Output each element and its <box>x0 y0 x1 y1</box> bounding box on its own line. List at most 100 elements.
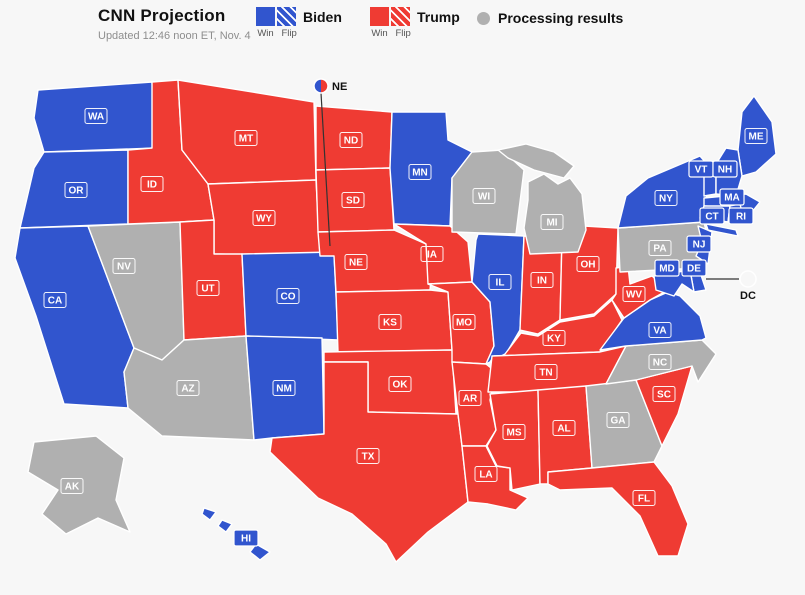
state-label-ND: ND <box>339 132 363 148</box>
svg-text:IL: IL <box>496 278 505 289</box>
state-label-MS: MS <box>502 424 526 440</box>
state-TX[interactable] <box>269 361 469 563</box>
state-NE[interactable] <box>317 229 433 293</box>
state-MT[interactable] <box>177 79 317 185</box>
svg-text:ND: ND <box>344 136 358 147</box>
state-label-KY: KY <box>542 330 566 346</box>
svg-text:RI: RI <box>736 212 746 223</box>
state-label-CA: CA <box>43 292 67 308</box>
svg-text:WA: WA <box>88 112 104 123</box>
state-label-IL: IL <box>488 274 512 290</box>
state-chip-NH[interactable]: NH <box>712 160 738 178</box>
svg-text:KY: KY <box>547 334 561 345</box>
svg-text:NE: NE <box>349 258 363 269</box>
state-label-NM: NM <box>272 380 296 396</box>
svg-text:MD: MD <box>659 264 675 275</box>
header: CNN Projection Updated 12:46 noon ET, No… <box>98 6 251 42</box>
svg-text:HI: HI <box>241 534 251 545</box>
svg-text:AR: AR <box>463 394 478 405</box>
svg-text:MN: MN <box>412 168 428 179</box>
state-label-AR: AR <box>458 390 482 406</box>
state-chip-MA[interactable]: MA <box>719 188 745 206</box>
state-label-OR: OR <box>64 182 88 198</box>
state-ME[interactable] <box>737 95 777 177</box>
state-label-WA: WA <box>84 108 108 124</box>
svg-text:TX: TX <box>362 452 375 463</box>
svg-text:CO: CO <box>281 292 296 303</box>
svg-text:CA: CA <box>48 296 62 307</box>
state-chip-NJ[interactable]: NJ <box>686 235 712 253</box>
state-label-ID: ID <box>140 176 164 192</box>
legend-processing-label: Processing results <box>498 10 624 26</box>
state-label-WV: WV <box>622 286 646 302</box>
state-label-PA: PA <box>648 240 672 256</box>
state-FL[interactable] <box>547 461 689 557</box>
state-label-FL: FL <box>632 490 656 506</box>
svg-text:SC: SC <box>657 390 671 401</box>
state-label-ME: ME <box>744 128 768 144</box>
svg-text:IA: IA <box>427 250 437 261</box>
state-MI[interactable] <box>497 143 587 255</box>
state-chip-VT[interactable]: VT <box>688 160 714 178</box>
state-chip-CT[interactable]: CT <box>699 207 725 225</box>
svg-text:VT: VT <box>695 165 708 176</box>
state-chip-HI[interactable]: HI <box>233 529 259 547</box>
svg-text:WV: WV <box>626 290 642 301</box>
svg-text:AL: AL <box>557 424 570 435</box>
svg-text:GA: GA <box>611 416 626 427</box>
svg-text:DC: DC <box>740 290 756 302</box>
state-label-VA: VA <box>648 322 672 338</box>
svg-text:MT: MT <box>239 134 253 145</box>
svg-text:SD: SD <box>346 196 360 207</box>
state-label-MT: MT <box>234 130 258 146</box>
legend-biden: Biden Win Flip <box>256 7 342 39</box>
state-label-AL: AL <box>552 420 576 436</box>
state-label-AZ: AZ <box>176 380 200 396</box>
svg-text:MA: MA <box>724 193 740 204</box>
svg-text:NC: NC <box>653 358 667 369</box>
svg-text:OR: OR <box>69 186 85 197</box>
state-label-WI: WI <box>472 188 496 204</box>
state-label-SC: SC <box>652 386 676 402</box>
svg-text:LA: LA <box>479 470 492 481</box>
state-chip-RI[interactable]: RI <box>728 207 754 225</box>
state-AK[interactable] <box>27 435 131 535</box>
state-chip-MD[interactable]: MD <box>654 259 680 277</box>
updated-timestamp: Updated 12:46 noon ET, Nov. 4 <box>98 30 251 42</box>
svg-text:KS: KS <box>383 318 397 329</box>
state-label-NV: NV <box>112 258 136 274</box>
svg-text:PA: PA <box>653 244 666 255</box>
legend-processing: Processing results <box>477 10 623 26</box>
state-label-WY: WY <box>252 210 276 226</box>
svg-text:ID: ID <box>147 180 157 191</box>
dc-marker[interactable]: DC <box>739 270 757 302</box>
legend-biden-flip-label: Flip <box>281 28 297 39</box>
legend-trump-win-label: Win <box>371 28 388 39</box>
svg-text:ME: ME <box>749 132 764 143</box>
ne-district-marker[interactable]: NE <box>313 78 347 94</box>
state-NC[interactable] <box>605 339 717 385</box>
svg-text:AZ: AZ <box>181 384 194 395</box>
state-label-MN: MN <box>408 164 432 180</box>
svg-text:IN: IN <box>537 276 547 287</box>
legend-biden-win-label: Win <box>257 28 274 39</box>
state-HI[interactable] <box>201 507 271 561</box>
legend-trump: Trump Win Flip <box>370 7 460 39</box>
legend-trump-label: Trump <box>417 8 460 25</box>
svg-text:WI: WI <box>478 192 490 203</box>
state-chip-DE[interactable]: DE <box>681 259 707 277</box>
svg-text:OK: OK <box>393 380 409 391</box>
state-label-AK: AK <box>60 478 84 494</box>
biden-win-swatch <box>256 7 275 26</box>
state-label-TN: TN <box>534 364 558 380</box>
state-label-NC: NC <box>648 354 672 370</box>
svg-text:MO: MO <box>456 318 472 329</box>
svg-text:WY: WY <box>256 214 272 225</box>
state-label-NY: NY <box>654 190 678 206</box>
svg-text:NJ: NJ <box>693 240 706 251</box>
state-LA[interactable] <box>461 445 529 511</box>
state-label-GA: GA <box>606 412 630 428</box>
state-label-NE: NE <box>344 254 368 270</box>
state-label-LA: LA <box>474 466 498 482</box>
page-title: CNN Projection <box>98 6 226 25</box>
